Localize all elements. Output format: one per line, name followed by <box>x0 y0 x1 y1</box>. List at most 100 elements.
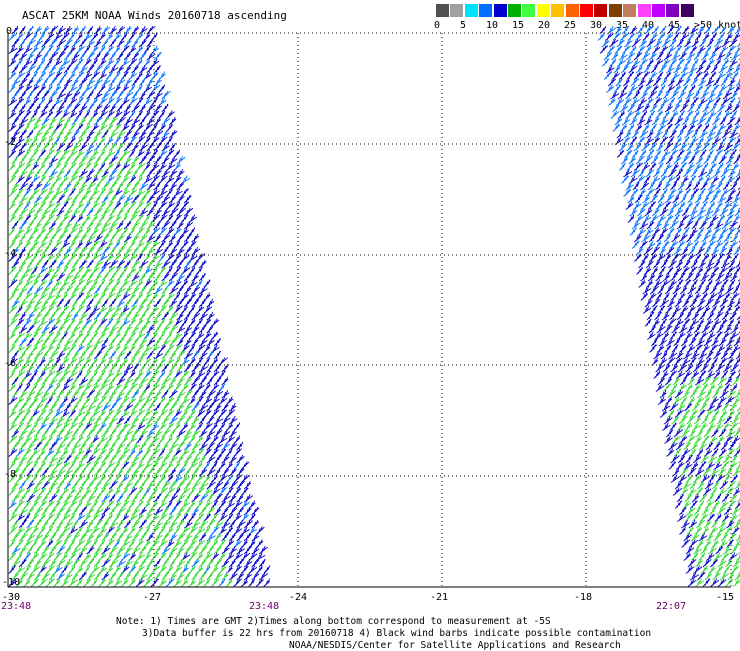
wind-barb <box>645 137 654 145</box>
wind-barb <box>678 111 685 119</box>
wind-barb <box>9 280 18 288</box>
wind-barb <box>207 299 214 307</box>
wind-barb <box>87 520 94 528</box>
wind-barb <box>707 423 715 431</box>
wind-barb <box>686 566 694 574</box>
wind-barb <box>671 293 677 301</box>
wind-barb <box>12 156 19 164</box>
wind-barb <box>169 130 177 138</box>
wind-barb <box>721 98 730 106</box>
wind-barb <box>707 241 715 249</box>
wind-barb <box>690 501 697 509</box>
wind-barb <box>132 221 140 229</box>
wind-barb <box>725 33 732 41</box>
wind-barb <box>684 280 691 288</box>
wind-barb <box>642 72 650 80</box>
wind-barb <box>184 390 192 398</box>
wind-barb <box>154 286 162 294</box>
wind-barb <box>72 52 80 60</box>
wind-barb <box>64 52 72 60</box>
wind-barb <box>102 442 109 450</box>
wind-barb <box>19 533 27 541</box>
wind-barb <box>660 410 667 418</box>
wind-barb <box>132 546 140 554</box>
wind-barb <box>717 163 724 171</box>
wind-barb <box>715 332 723 340</box>
wind-barb <box>109 429 116 437</box>
wind-barb <box>733 488 740 496</box>
wind-barb <box>244 533 251 541</box>
wind-barb <box>87 65 95 73</box>
wind-barb <box>691 280 698 288</box>
note-line-2: 3)Data buffer is 22 hrs from 20160718 4)… <box>142 628 651 639</box>
wind-barb <box>199 325 206 333</box>
wind-barb <box>724 163 730 171</box>
wind-barb <box>661 169 667 177</box>
wind-barb <box>184 247 191 255</box>
wind-barb <box>674 449 681 457</box>
wind-barb <box>651 65 657 73</box>
wind-barb <box>701 546 707 554</box>
wind-barb <box>177 195 185 203</box>
wind-barb <box>633 182 639 190</box>
wind-barb <box>679 163 687 171</box>
wind-barb <box>237 572 244 580</box>
wind-barb <box>725 397 734 405</box>
wind-barb <box>94 403 102 411</box>
wind-barb <box>683 228 690 236</box>
wind-barb <box>625 59 634 67</box>
wind-barb <box>94 429 102 437</box>
wind-barb <box>695 215 703 223</box>
wind-barb <box>117 299 125 307</box>
wind-barb <box>660 46 668 54</box>
wind-barb <box>693 293 700 301</box>
wind-barb <box>676 280 683 288</box>
wind-barb <box>139 247 147 255</box>
wind-barb <box>728 228 736 236</box>
wind-barb <box>635 215 644 223</box>
wind-barb <box>79 208 86 216</box>
wind-barb <box>252 572 260 580</box>
wind-barb <box>610 59 616 67</box>
wind-barb <box>647 241 655 249</box>
wind-barb <box>709 163 716 171</box>
x-tick-minus18: -18 <box>574 592 592 603</box>
wind-barb <box>652 137 659 145</box>
wind-barb <box>162 351 169 359</box>
wind-barb <box>237 546 245 554</box>
wind-barb <box>57 325 65 333</box>
wind-barb <box>79 416 86 424</box>
wind-barb <box>12 325 20 333</box>
wind-barb <box>666 267 673 275</box>
wind-barb <box>199 286 207 294</box>
wind-barb <box>132 390 139 398</box>
wind-barb <box>12 494 20 502</box>
wind-barb <box>87 481 94 489</box>
wind-barb <box>701 202 708 210</box>
wind-barb <box>109 390 116 398</box>
wind-barb <box>698 319 704 327</box>
wind-barb <box>199 442 207 450</box>
wind-barb <box>677 423 685 431</box>
wind-barb <box>688 397 695 405</box>
wind-barb <box>162 91 171 99</box>
wind-barb <box>72 286 79 294</box>
wind-barb <box>616 98 624 106</box>
wind-barb <box>619 72 626 80</box>
wind-barb <box>117 208 124 216</box>
wind-barb <box>177 156 186 164</box>
wind-barb <box>57 429 65 437</box>
wind-barb <box>673 397 682 405</box>
wind-barb <box>731 566 739 574</box>
wind-barb <box>184 533 192 541</box>
wind-barb <box>214 403 221 411</box>
wind-barb <box>660 299 669 307</box>
wind-barb <box>27 104 35 112</box>
wind-barb <box>214 442 222 450</box>
wind-barb <box>733 124 740 132</box>
wind-barb <box>686 202 693 210</box>
wind-barb <box>703 306 710 314</box>
x-tick-minus21: -21 <box>430 592 448 603</box>
wind-barb <box>712 137 720 145</box>
wind-barb <box>650 33 657 41</box>
